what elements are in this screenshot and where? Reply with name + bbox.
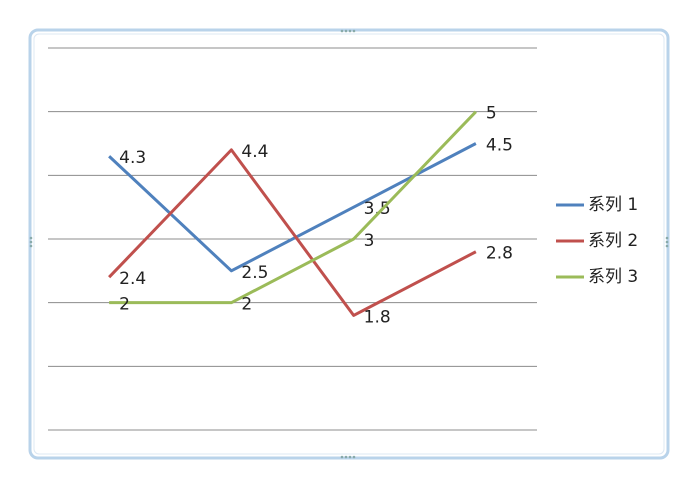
data-label: 1.8 (364, 307, 391, 327)
legend-label: 系列 1 (588, 195, 638, 215)
data-label: 2 (119, 295, 130, 315)
data-label: 2.8 (486, 244, 513, 264)
chart-frame-inner (33, 33, 665, 455)
resize-handles (29, 29, 669, 459)
chart-frame[interactable] (28, 28, 670, 460)
data-label: 4.5 (486, 136, 513, 156)
data-label: 2.4 (119, 269, 146, 289)
series-line (108, 148, 477, 317)
series-line (109, 110, 477, 305)
data-label: 4.4 (241, 142, 268, 162)
data-label: 2.5 (241, 263, 268, 283)
data-label: 5 (486, 104, 497, 124)
legend-label: 系列 3 (588, 267, 638, 287)
data-label: 3 (364, 231, 375, 251)
data-label: 2 (241, 295, 252, 315)
data-label: 4.3 (119, 148, 146, 168)
legend-label: 系列 2 (588, 231, 638, 251)
data-label: 3.5 (364, 199, 391, 219)
